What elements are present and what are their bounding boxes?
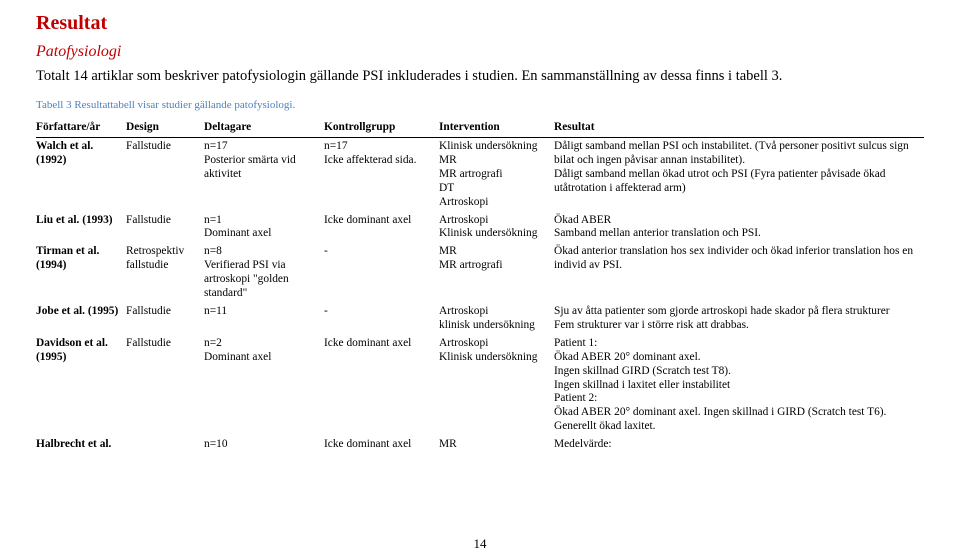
cell-result: Sju av åtta patienter som gjorde artrosk… xyxy=(554,303,924,335)
cell-intervention: Artroskopiklinisk undersökning xyxy=(439,303,554,335)
col-intervention: Intervention xyxy=(439,121,554,137)
col-participants: Deltagare xyxy=(204,121,324,137)
cell-control: - xyxy=(324,303,439,335)
cell-result: Ökad anterior translation hos sex indivi… xyxy=(554,243,924,303)
cell-participants: n=8Verifierad PSI via artroskopi "golden… xyxy=(204,243,324,303)
cell-participants: n=2Dominant axel xyxy=(204,335,324,436)
cell-participants: n=17Posterior smärta vid aktivitet xyxy=(204,138,324,212)
cell-participants: n=10 xyxy=(204,436,324,454)
table-body: Walch et al. (1992) Fallstudie n=17Poste… xyxy=(36,138,924,455)
cell-control: n=17Icke affekterad sida. xyxy=(324,138,439,212)
subsection-heading: Patofysiologi xyxy=(36,43,924,61)
cell-participants: n=11 xyxy=(204,303,324,335)
cell-intervention: MRMR artrografi xyxy=(439,243,554,303)
cell-author: Halbrecht et al. xyxy=(36,436,126,454)
table-row: Jobe et al. (1995) Fallstudie n=11 - Art… xyxy=(36,303,924,335)
cell-result: Ökad ABERSamband mellan anterior transla… xyxy=(554,212,924,244)
table-row: Tirman et al. (1994) Retrospektiv fallst… xyxy=(36,243,924,303)
cell-control: Icke dominant axel xyxy=(324,436,439,454)
table-row: Liu et al. (1993) Fallstudie n=1Dominant… xyxy=(36,212,924,244)
table-header-row: Författare/år Design Deltagare Kontrollg… xyxy=(36,121,924,137)
cell-design: Fallstudie xyxy=(126,138,204,212)
results-table: Författare/år Design Deltagare Kontrollg… xyxy=(36,121,924,454)
cell-design xyxy=(126,436,204,454)
cell-design: Fallstudie xyxy=(126,335,204,436)
cell-intervention: ArtroskopiKlinisk undersökning xyxy=(439,335,554,436)
table-row: Halbrecht et al. n=10 Icke dominant axel… xyxy=(36,436,924,454)
intro-paragraph: Totalt 14 artiklar som beskriver patofys… xyxy=(36,67,924,85)
cell-intervention: ArtroskopiKlinisk undersökning xyxy=(439,212,554,244)
cell-author: Jobe et al. (1995) xyxy=(36,303,126,335)
cell-intervention: MR xyxy=(439,436,554,454)
cell-design: Fallstudie xyxy=(126,212,204,244)
col-result: Resultat xyxy=(554,121,924,137)
page-number: 14 xyxy=(0,536,960,552)
cell-result: Patient 1:Ökad ABER 20° dominant axel.In… xyxy=(554,335,924,436)
cell-control: Icke dominant axel xyxy=(324,335,439,436)
cell-author: Walch et al. (1992) xyxy=(36,138,126,212)
cell-design: Fallstudie xyxy=(126,303,204,335)
cell-design: Retrospektiv fallstudie xyxy=(126,243,204,303)
section-heading: Resultat xyxy=(36,12,924,35)
cell-result: Dåligt samband mellan PSI och instabilit… xyxy=(554,138,924,212)
cell-participants: n=1Dominant axel xyxy=(204,212,324,244)
col-control: Kontrollgrupp xyxy=(324,121,439,137)
cell-control: - xyxy=(324,243,439,303)
table-row: Walch et al. (1992) Fallstudie n=17Poste… xyxy=(36,138,924,212)
table-caption: Tabell 3 Resultattabell visar studier gä… xyxy=(36,99,924,111)
cell-author: Liu et al. (1993) xyxy=(36,212,126,244)
col-design: Design xyxy=(126,121,204,137)
cell-author: Tirman et al. (1994) xyxy=(36,243,126,303)
cell-author: Davidson et al. (1995) xyxy=(36,335,126,436)
document-page: Resultat Patofysiologi Totalt 14 artikla… xyxy=(0,0,960,556)
cell-control: Icke dominant axel xyxy=(324,212,439,244)
table-row: Davidson et al. (1995) Fallstudie n=2Dom… xyxy=(36,335,924,436)
col-author: Författare/år xyxy=(36,121,126,137)
cell-intervention: Klinisk undersökningMRMR artrografiDTArt… xyxy=(439,138,554,212)
cell-result: Medelvärde: xyxy=(554,436,924,454)
